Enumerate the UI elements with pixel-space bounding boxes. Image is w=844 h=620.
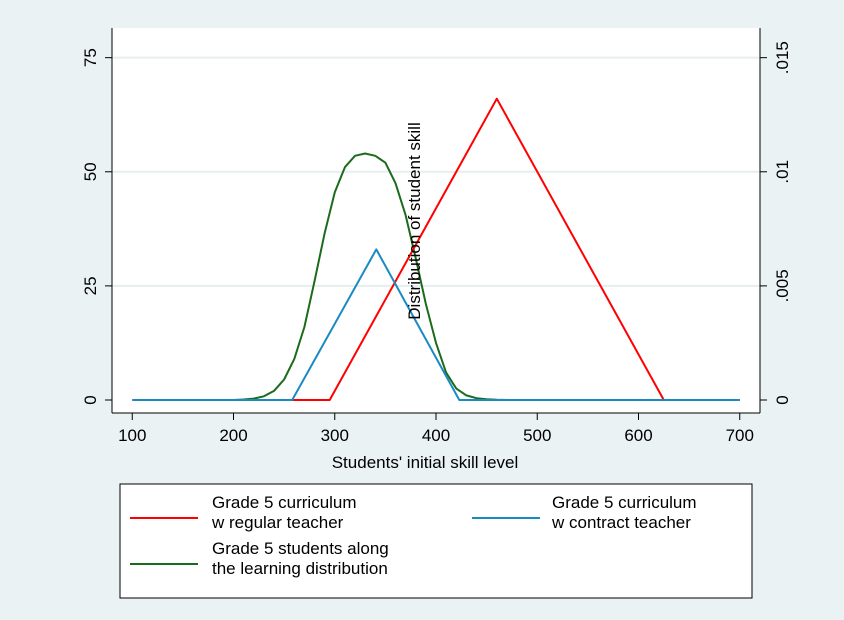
- y-right-tick-label: 0: [773, 395, 792, 404]
- plot-area: [112, 28, 760, 413]
- x-tick-label: 300: [321, 426, 349, 445]
- series-layer: [132, 97, 740, 401]
- y-right-tick-label: .015: [773, 41, 792, 74]
- legend-label: w regular teacher: [211, 513, 344, 532]
- series-line-1: [132, 248, 740, 401]
- y-right-tick-label: .01: [773, 160, 792, 184]
- x-tick-label: 100: [118, 426, 146, 445]
- legend-label: Grade 5 curriculum: [212, 493, 357, 512]
- x-tick-label: 500: [523, 426, 551, 445]
- legend-label: the learning distribution: [212, 559, 388, 578]
- y-left-tick-label: 50: [81, 162, 100, 181]
- x-axis-label: Students' initial skill level: [332, 453, 519, 472]
- legend-label: Grade 5 students along: [212, 539, 389, 558]
- legend-label: Grade 5 curriculum: [552, 493, 697, 512]
- x-tick-label: 400: [422, 426, 450, 445]
- y-right-axis-label: Distribution of student skill: [405, 122, 424, 319]
- legend-label: w contract teacher: [551, 513, 691, 532]
- x-tick-label: 600: [624, 426, 652, 445]
- x-tick-label: 200: [219, 426, 247, 445]
- y-right-tick-label: .005: [773, 269, 792, 302]
- y-left-tick-label: 75: [81, 48, 100, 67]
- y-left-tick-label: 0: [81, 395, 100, 404]
- x-tick-label: 700: [726, 426, 754, 445]
- y-left-tick-label: 25: [81, 276, 100, 295]
- series-line-2: [233, 152, 512, 401]
- legend-box: [119, 483, 753, 599]
- axis-ticks: 100 200 300 400 500 600 700 0 25 50 75 0 .005 .01 .015: [81, 41, 792, 445]
- gridlines: [112, 56, 760, 287]
